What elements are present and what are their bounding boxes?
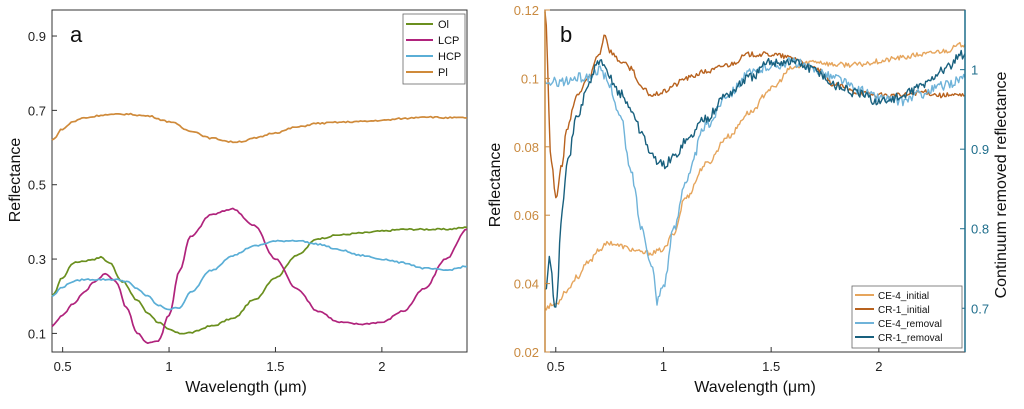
panel-b-y-tick-label: 0.08 [514,140,539,155]
panel-a-y-tick-label: 0.5 [28,178,46,193]
panel-a-series-group [51,112,468,345]
panel-b-y-tick-label: 0.04 [514,277,539,292]
panel-a-y-tick-label: 0.7 [28,103,46,118]
panel-b-y2-tick-label: 0.8 [971,222,989,237]
panel-a-axes: 0.5 1 1.5 2 0.1 0.3 0.5 0.7 0.9 [28,29,386,374]
panel-b-y-axis-label: Reflectance [487,143,504,228]
panel-b-y2-axis-label: Continuum removed reflectance [993,72,1010,299]
panel-a-x-tick-label: 0.5 [54,359,72,374]
panel-a-x-tick-label: 2 [378,359,385,374]
panel-a: 0.5 1 1.5 2 0.1 0.3 0.5 0.7 0.9 a Wavelength (μm… [7,9,468,396]
panel-a-legend: Ol LCP HCP Pl [402,13,466,85]
panel-a-letter: a [70,22,83,47]
panel-a-y-tick-label: 0.9 [28,29,46,44]
panel-a-legend-label: Pl [438,67,448,79]
panel-a-legend-label: Ol [438,19,449,31]
panel-b-x-axis-label: Wavelength (μm) [694,379,816,396]
panel-b-x-tick-label: 0.5 [547,359,565,374]
panel-a-y-tick-label: 0.1 [28,326,46,341]
panel-b-letter: b [560,22,572,47]
panel-b-series-group [544,11,966,311]
panel-b-y-tick-label: 0.1 [521,71,539,86]
panel-b-y2-tick-label: 0.9 [971,142,989,157]
panel-b-legend-label: CR-1_initial [878,305,930,316]
panel-b-legend-label: CE-4_removal [878,319,942,330]
panel-b-y-tick-label: 0.06 [514,208,539,223]
panel-a-legend-label: LCP [438,35,459,47]
panel-a-series-lcp-line [51,207,468,345]
panel-b-legend: CE-4_initial CR-1_initial CE-4_removal CR-1… [851,285,963,349]
panel-a-y-axis-label: Reflectance [7,138,24,223]
panel-a-x-tick-label: 1.5 [266,359,284,374]
panel-b-y-tick-label: 0.02 [514,345,539,360]
panel-a-x-tick-label: 1 [165,359,172,374]
panel-a-series-hcp-line [51,239,468,311]
panel-b-axes: 0.5 1 1.5 2 0.02 0.04 0.06 0.08 0.1 0.12 0.7 0.8 0.9… [514,3,989,374]
panel-b-x-tick-label: 1.5 [762,359,780,374]
panel-a-x-axis-label: Wavelength (μm) [185,379,307,396]
panel-b-y2-tick-label: 1 [971,63,978,78]
panel-b-x-tick-label: 2 [875,359,882,374]
panel-a-legend-label: HCP [438,51,461,63]
panel-b-series-ce-4-initial-line [544,41,966,311]
panel-b-y-tick-label: 0.12 [514,3,539,18]
panel-b-x-tick-label: 1 [660,359,667,374]
panel-a-series-pl-line [51,112,468,144]
panel-b-legend-label: CR-1_removal [878,333,942,344]
panel-a-y-tick-label: 0.3 [28,252,46,267]
panel-b: 0.5 1 1.5 2 0.02 0.04 0.06 0.08 0.1 0.12 0.7 0.8 0.9… [487,3,1010,396]
panel-b-legend-label: CE-4_initial [878,291,929,302]
panel-b-series-cr-1-removal-line [544,49,966,308]
panel-b-y2-tick-label: 0.7 [971,301,989,316]
